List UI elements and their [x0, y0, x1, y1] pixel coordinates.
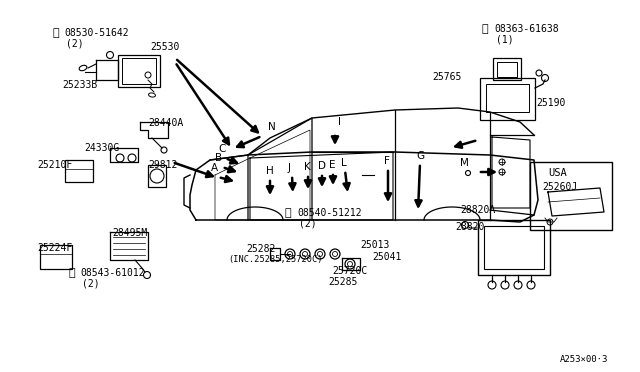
Text: 28820: 28820	[455, 222, 484, 232]
Bar	[118, 55, 160, 87]
Text: J: J	[288, 163, 291, 173]
Bar	[486, 84, 529, 112]
Bar	[530, 162, 612, 230]
Text: (2): (2)	[82, 278, 100, 288]
Text: (INC.25285,25720C): (INC.25285,25720C)	[228, 255, 323, 264]
Text: K: K	[304, 162, 311, 172]
Bar	[497, 62, 517, 77]
Text: C: C	[218, 144, 225, 154]
Text: B: B	[215, 153, 222, 163]
Text: 28440A: 28440A	[148, 118, 183, 128]
Text: 28820A: 28820A	[460, 205, 495, 215]
Text: L: L	[341, 158, 347, 168]
Text: Ⓢ: Ⓢ	[52, 28, 59, 38]
Text: Ⓢ: Ⓢ	[285, 208, 292, 218]
Text: 25233B: 25233B	[62, 80, 97, 90]
Text: 25765: 25765	[432, 72, 461, 82]
Text: 25041: 25041	[372, 252, 401, 262]
Text: 25224F: 25224F	[37, 243, 72, 253]
Bar	[484, 226, 544, 269]
Text: E: E	[329, 160, 335, 170]
Text: G: G	[416, 151, 424, 161]
Text: 08363-61638: 08363-61638	[494, 24, 559, 34]
Text: 25260J: 25260J	[542, 182, 577, 192]
Text: 25013: 25013	[360, 240, 389, 250]
Bar	[493, 58, 521, 80]
Bar	[65, 160, 93, 182]
Text: (2): (2)	[299, 218, 317, 228]
Text: 25530: 25530	[150, 42, 179, 52]
Text: H: H	[266, 166, 274, 176]
Text: 08543-61012: 08543-61012	[80, 268, 145, 278]
Text: Ⓢ: Ⓢ	[68, 268, 75, 278]
Text: A253×00·3: A253×00·3	[560, 355, 609, 364]
Bar	[122, 58, 156, 84]
Text: 25282: 25282	[246, 244, 275, 254]
Text: USA: USA	[548, 168, 567, 178]
Text: Ⓢ: Ⓢ	[482, 24, 488, 34]
Text: I: I	[338, 117, 341, 127]
Text: 25210F: 25210F	[37, 160, 72, 170]
Text: (1): (1)	[496, 34, 514, 44]
Text: 08540-51212: 08540-51212	[297, 208, 362, 218]
Bar	[478, 220, 550, 275]
Bar	[40, 245, 72, 269]
Bar	[480, 78, 535, 120]
Text: 25285: 25285	[328, 277, 357, 287]
Text: A: A	[211, 163, 218, 173]
Text: M: M	[460, 158, 469, 168]
Text: 24330G: 24330G	[84, 143, 119, 153]
Text: 29812: 29812	[148, 160, 177, 170]
Text: 25190: 25190	[536, 98, 565, 108]
Text: D: D	[318, 161, 326, 171]
Text: F: F	[384, 156, 390, 166]
Text: 08530-51642: 08530-51642	[64, 28, 129, 38]
Text: (2): (2)	[66, 38, 84, 48]
Text: 25720C: 25720C	[332, 266, 367, 276]
Text: 28495M: 28495M	[112, 228, 147, 238]
Text: N: N	[268, 122, 276, 132]
Bar	[148, 165, 166, 187]
